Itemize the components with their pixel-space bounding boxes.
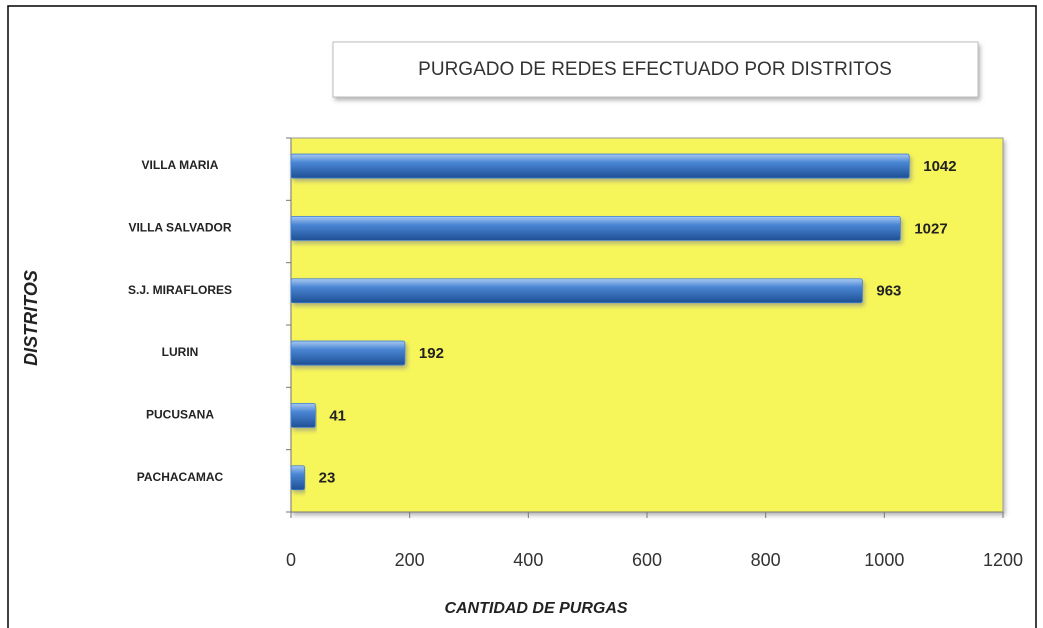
y-tick-label: S.J. MIRAFLORES xyxy=(128,283,232,297)
y-tick-label: VILLA SALVADOR xyxy=(128,221,231,235)
bar xyxy=(290,465,306,491)
x-tick-label: 200 xyxy=(395,550,425,570)
x-axis-label: CANTIDAD DE PURGAS xyxy=(444,600,627,617)
value-label: 1042 xyxy=(923,158,956,175)
x-tick-label: 0 xyxy=(286,550,296,570)
bar xyxy=(290,215,901,241)
bar xyxy=(290,402,316,428)
chart-title: PURGADO DE REDES EFECTUADO POR DISTRITOS xyxy=(418,59,892,80)
x-tick-label: 1200 xyxy=(983,550,1023,570)
x-tick-label: 600 xyxy=(632,550,662,570)
y-tick-label: PACHACAMAC xyxy=(137,470,224,484)
y-tick-label: LURIN xyxy=(162,345,199,359)
plot-area xyxy=(290,137,1004,513)
frame xyxy=(7,5,1037,628)
y-tick-label: PUCUSANA xyxy=(146,408,214,422)
bar xyxy=(290,340,406,366)
value-label: 963 xyxy=(876,283,901,300)
y-axis-label: DISTRITOS xyxy=(21,270,41,366)
value-label: 23 xyxy=(319,470,336,487)
x-tick-label: 400 xyxy=(513,550,543,570)
value-label: 192 xyxy=(419,345,444,362)
title-box xyxy=(332,41,979,98)
y-tick-label: VILLA MARIA xyxy=(142,158,219,172)
x-tick-label: 800 xyxy=(751,550,781,570)
value-label: 1027 xyxy=(914,220,947,237)
x-tick-label: 1000 xyxy=(864,550,904,570)
bar xyxy=(290,153,910,179)
bar xyxy=(290,278,863,304)
value-label: 41 xyxy=(329,407,346,424)
